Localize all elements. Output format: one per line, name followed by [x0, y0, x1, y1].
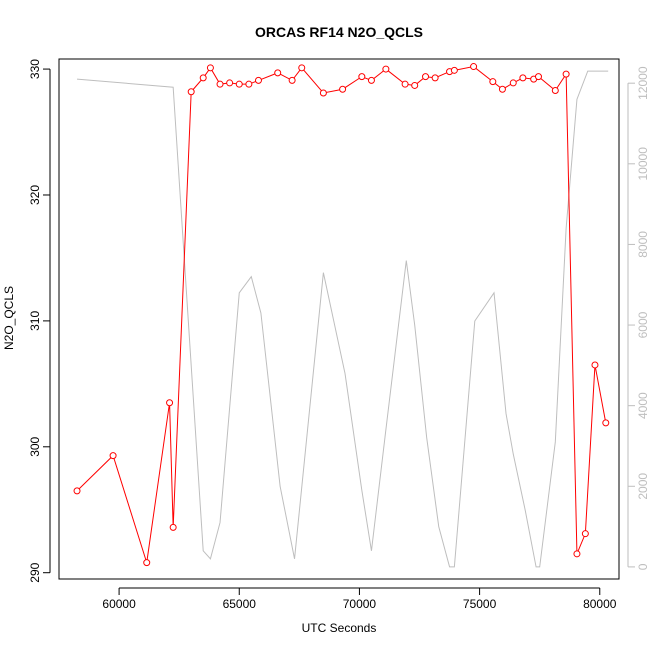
x-tick-label: 80000 — [583, 597, 617, 611]
data-point — [573, 550, 581, 558]
data-point — [489, 78, 497, 86]
data-point — [245, 80, 253, 88]
data-point — [450, 66, 458, 74]
data-point — [591, 361, 599, 369]
data-point — [235, 80, 243, 88]
data-point — [534, 73, 542, 81]
data-point — [166, 399, 174, 407]
data-point — [551, 86, 559, 94]
data-point — [226, 79, 234, 87]
right-series-layer — [76, 70, 609, 568]
y2-tick-label: 8000 — [636, 231, 650, 258]
data-point — [288, 76, 296, 84]
y-tick-label: 290 — [28, 562, 42, 582]
y-tick-label: 320 — [28, 185, 42, 205]
plot-frame — [58, 58, 620, 580]
data-point — [358, 73, 366, 81]
axes-layer: 60000 65000 70000 75000 80000290300310320330… — [28, 59, 650, 611]
y2-tick-label: 6000 — [636, 311, 650, 338]
data-point — [254, 76, 262, 84]
y2-tick-label: 2000 — [636, 473, 650, 500]
x-tick-label: 60000 — [102, 597, 136, 611]
y2-tick-label: 0 — [636, 563, 650, 570]
data-point — [602, 419, 610, 427]
y-axis-label: N2O_QCLS — [2, 286, 16, 350]
x-axis-label: UTC Seconds — [302, 621, 377, 635]
data-point — [431, 74, 439, 82]
data-point — [339, 85, 347, 93]
x-tick-label: 70000 — [343, 597, 377, 611]
data-point — [498, 85, 506, 93]
data-point — [411, 81, 419, 89]
x-tick-label: 75000 — [463, 597, 497, 611]
data-point — [109, 452, 117, 460]
data-point — [199, 74, 207, 82]
data-point — [319, 89, 327, 97]
y-tick-label: 310 — [28, 311, 42, 331]
data-point — [562, 70, 570, 78]
data-point — [143, 559, 151, 567]
y2-tick-label: 4000 — [636, 392, 650, 419]
data-point — [216, 80, 224, 88]
data-point — [187, 88, 195, 96]
data-point — [206, 64, 214, 72]
data-point — [274, 69, 282, 77]
data-point — [401, 80, 409, 88]
data-point — [367, 76, 375, 84]
y-tick-label: 300 — [28, 436, 42, 456]
y-tick-label: 330 — [28, 59, 42, 79]
chart-title: ORCAS RF14 N2O_QCLS — [255, 24, 423, 40]
y2-tick-label: 10000 — [636, 147, 650, 181]
data-point — [73, 487, 81, 495]
x-tick-label: 65000 — [223, 597, 257, 611]
data-point — [519, 74, 527, 82]
data-point — [470, 63, 478, 71]
left-series-layer — [73, 63, 610, 567]
data-point — [382, 65, 390, 73]
data-point — [509, 79, 517, 87]
data-point — [422, 73, 430, 81]
series-line-right — [76, 70, 609, 568]
data-point — [581, 530, 589, 538]
data-point — [169, 523, 177, 531]
data-point — [298, 64, 306, 72]
y2-tick-label: 12000 — [636, 66, 650, 100]
